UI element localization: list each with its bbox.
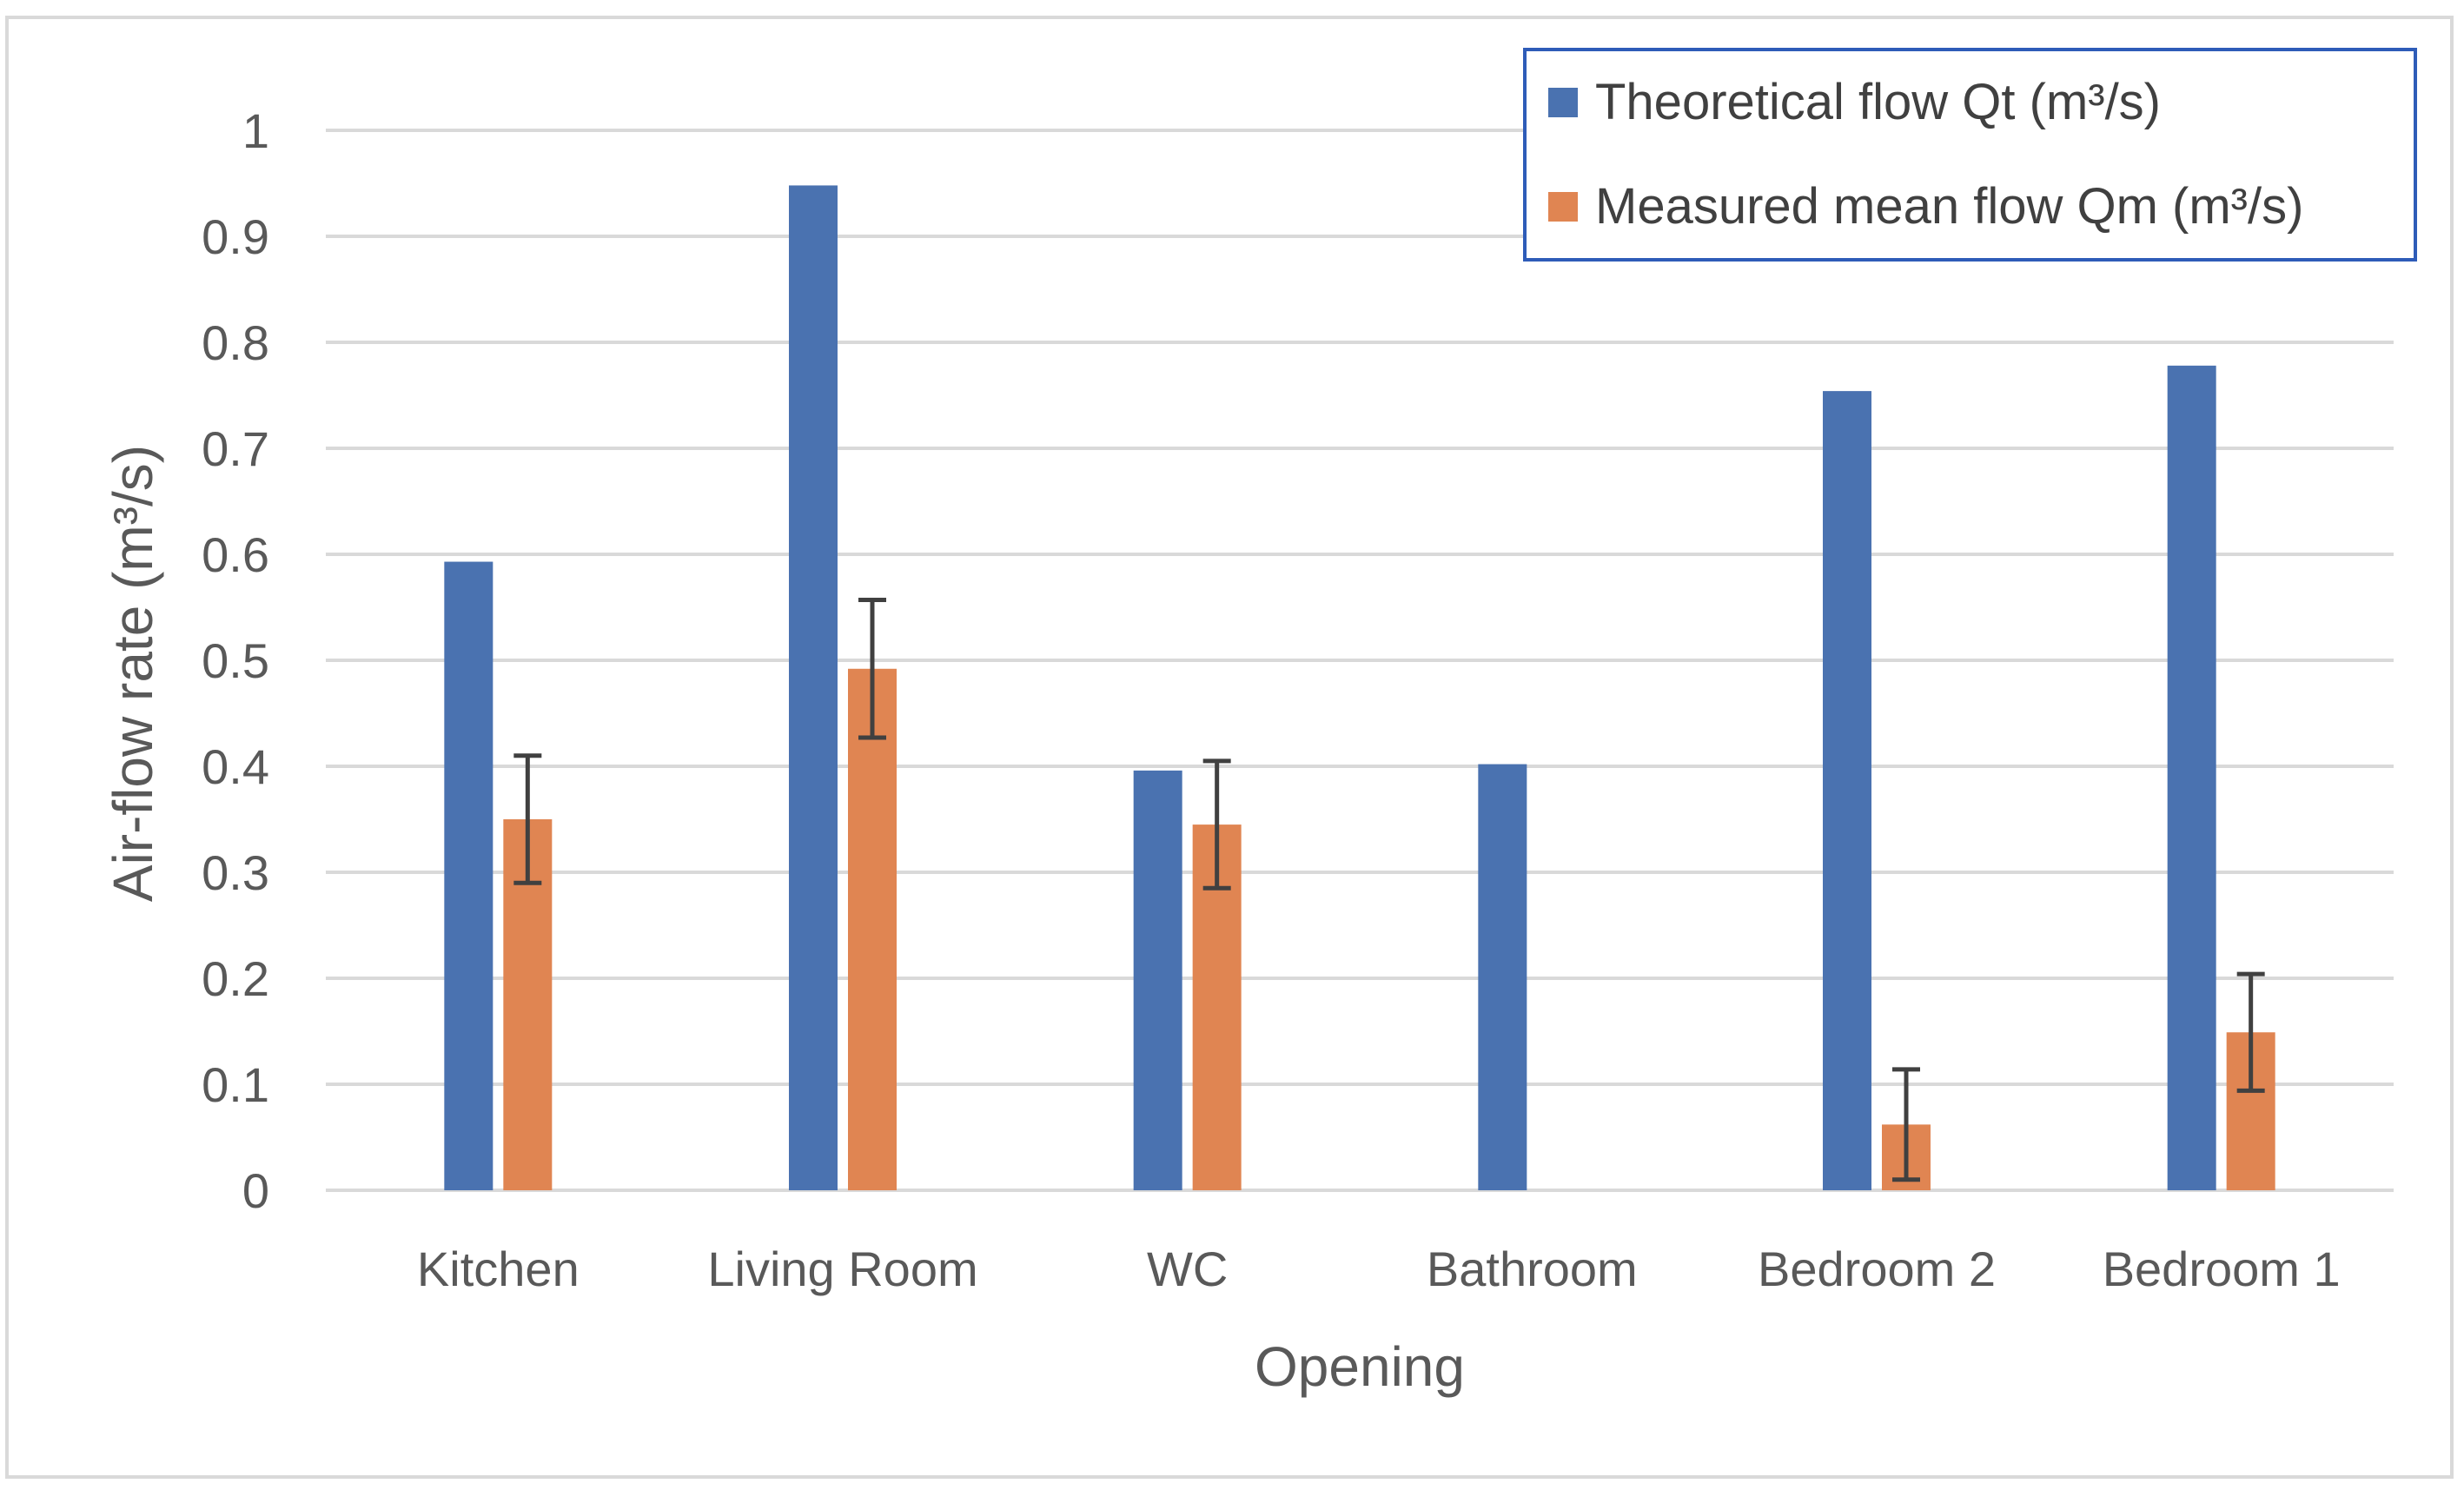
x-category-label: Bathroom xyxy=(1427,1242,1638,1296)
bar-theoretical xyxy=(2167,365,2216,1191)
y-tick-label: 0.7 xyxy=(202,421,269,476)
y-tick-label: 0.6 xyxy=(202,527,269,582)
y-tick-label: 0.4 xyxy=(202,739,269,794)
legend-label-measured: Measured mean flow Qm (m³/s) xyxy=(1595,178,2303,235)
x-axis-categories: Kitchen Living Room WC Bathroom Bedroom 2 Bed… xyxy=(417,1242,2341,1296)
error-bars xyxy=(513,597,2265,1182)
y-axis-title: Air-flow rate (m³/s) xyxy=(102,445,164,902)
y-tick-label: 1 xyxy=(242,103,269,158)
legend-box xyxy=(1523,48,2417,262)
y-tick-label: 0.1 xyxy=(202,1057,269,1112)
x-category-label: Kitchen xyxy=(417,1242,580,1296)
y-tick-label: 0.2 xyxy=(202,951,269,1006)
bar-theoretical xyxy=(1478,764,1527,1190)
legend: Theoretical flow Qt (m³/s) Measured mean… xyxy=(1523,48,2417,262)
x-category-label: Bedroom 1 xyxy=(2103,1242,2341,1296)
x-category-label: Bedroom 2 xyxy=(1758,1242,1996,1296)
bar-theoretical xyxy=(789,185,838,1191)
bars xyxy=(444,185,2275,1191)
gridlines xyxy=(326,129,2394,1192)
y-tick-label: 0.5 xyxy=(202,633,269,688)
bar-theoretical xyxy=(1823,391,1871,1190)
x-axis-title: Opening xyxy=(1255,1335,1465,1398)
y-tick-label: 0.8 xyxy=(202,315,269,370)
bar-theoretical xyxy=(444,561,493,1190)
bar-measured xyxy=(848,668,897,1190)
x-category-label: WC xyxy=(1147,1242,1228,1296)
y-axis-ticks: 0 0.1 0.2 0.3 0.4 0.5 0.6 0.7 0.8 0.9 1 xyxy=(202,103,269,1218)
y-tick-label: 0.9 xyxy=(202,209,269,264)
legend-label-theoretical: Theoretical flow Qt (m³/s) xyxy=(1595,74,2161,130)
x-category-label: Living Room xyxy=(707,1242,977,1296)
legend-swatch-theoretical xyxy=(1548,88,1578,117)
bar-theoretical xyxy=(1133,770,1182,1190)
y-tick-label: 0.3 xyxy=(202,845,269,900)
legend-swatch-measured xyxy=(1548,192,1578,222)
y-tick-label: 0 xyxy=(242,1163,269,1218)
